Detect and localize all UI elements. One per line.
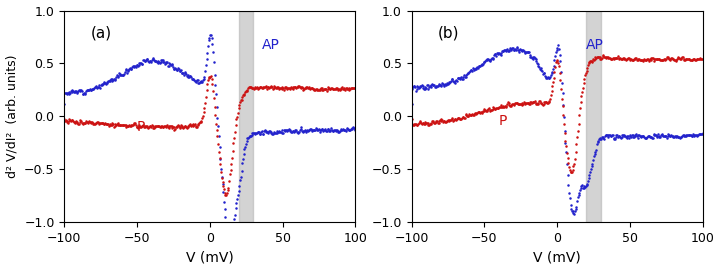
X-axis label: V (mV): V (mV) <box>534 251 581 264</box>
Y-axis label: d² V/dI²  (arb. units): d² V/dI² (arb. units) <box>6 55 19 178</box>
Text: P: P <box>137 120 145 134</box>
Bar <box>586 11 600 222</box>
Text: (a): (a) <box>91 25 112 40</box>
Text: (b): (b) <box>438 25 459 40</box>
Text: AP: AP <box>262 38 280 52</box>
Text: AP: AP <box>586 38 604 52</box>
Bar <box>239 11 253 222</box>
Text: P: P <box>499 114 507 128</box>
X-axis label: V (mV): V (mV) <box>186 251 234 264</box>
